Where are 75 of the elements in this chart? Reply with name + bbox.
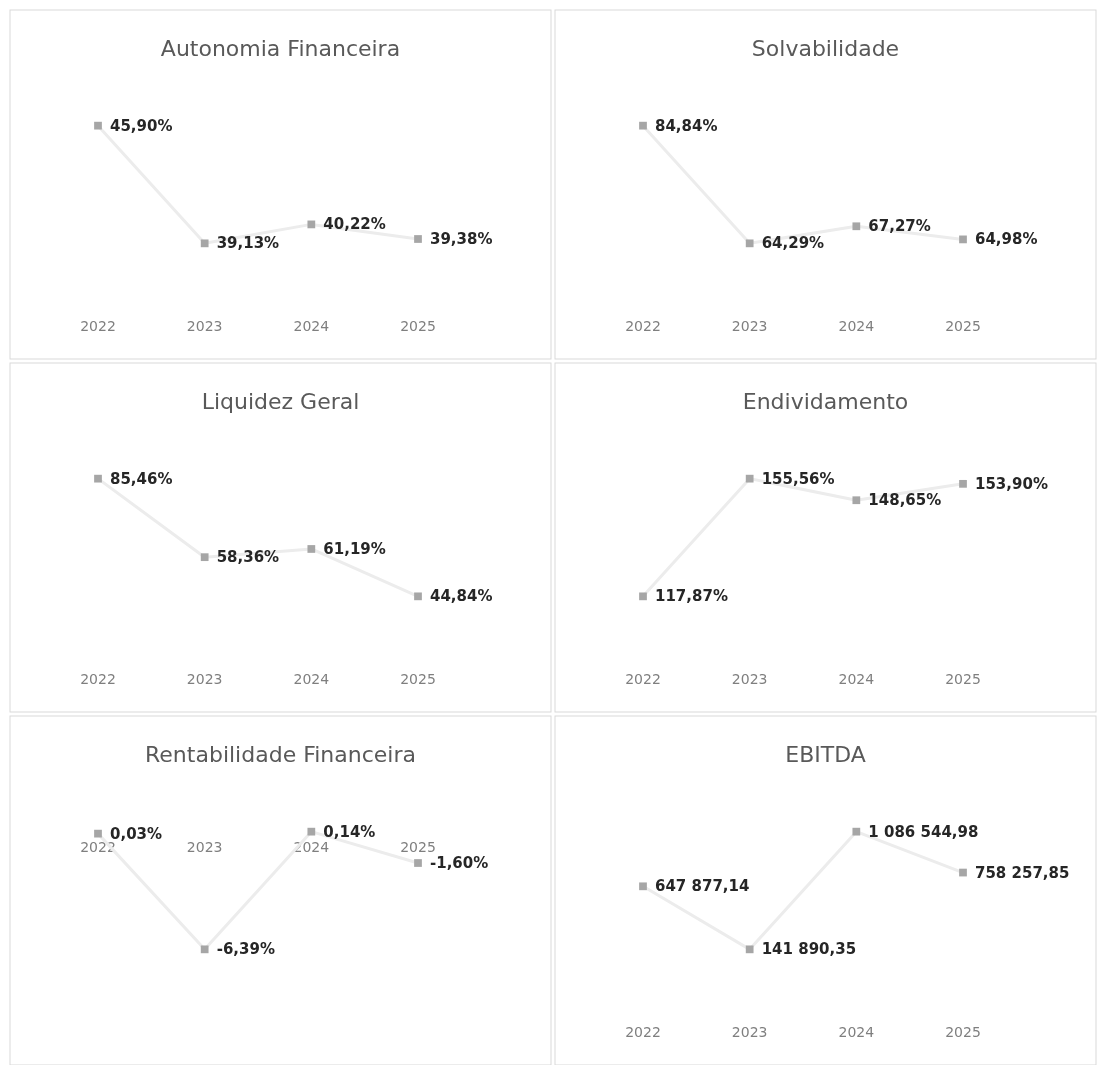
chart-title: Solvabilidade xyxy=(751,36,900,61)
point xyxy=(639,882,647,891)
point xyxy=(745,474,754,483)
x-tick-label: 2025 xyxy=(945,671,981,687)
x-tick-label: 2023 xyxy=(186,671,223,687)
x-tick-label: 2023 xyxy=(731,318,768,334)
point xyxy=(639,592,647,601)
data-label: 647 877,14 xyxy=(655,877,750,896)
point xyxy=(745,945,754,954)
point xyxy=(200,553,209,562)
data-label: 117,87% xyxy=(655,587,728,606)
point xyxy=(959,479,967,488)
point xyxy=(414,859,422,867)
data-label: 67,27% xyxy=(868,217,931,236)
point xyxy=(745,239,754,248)
point xyxy=(414,592,422,601)
x-tick-label: 2024 xyxy=(293,318,330,334)
data-label: 85,46% xyxy=(110,469,173,488)
chart-title: Rentabilidade Financeira xyxy=(145,742,416,767)
data-label: 64,29% xyxy=(761,234,825,253)
data-label: 84,84% xyxy=(655,116,718,135)
data-label: 141 890,35 xyxy=(761,940,857,959)
data-label: 155,56% xyxy=(761,469,835,488)
point xyxy=(852,222,861,231)
point xyxy=(94,121,102,130)
data-label: 39,13% xyxy=(216,234,280,253)
data-label: 40,22% xyxy=(323,215,386,234)
data-label: 44,84% xyxy=(430,587,493,606)
x-tick-label: 2024 xyxy=(838,671,875,687)
x-tick-label: 2022 xyxy=(80,318,116,334)
x-tick-label: 2025 xyxy=(945,318,981,334)
point xyxy=(200,945,209,954)
point xyxy=(94,829,102,838)
chart-title: EBITDA xyxy=(785,742,866,767)
x-tick-label: 2024 xyxy=(293,671,330,687)
point xyxy=(852,827,861,836)
chart-title: Endividamento xyxy=(742,389,909,414)
x-tick-label: 2022 xyxy=(625,671,661,687)
data-label: 45,90% xyxy=(110,116,173,135)
data-label: 148,65% xyxy=(868,491,942,510)
x-tick-label: 2025 xyxy=(945,1024,981,1040)
x-tick-label: 2023 xyxy=(731,1024,768,1040)
x-tick-label: 2022 xyxy=(625,318,661,334)
chart-title: Autonomia Financeira xyxy=(160,36,401,61)
x-tick-label: 2023 xyxy=(186,839,223,856)
point xyxy=(307,220,316,229)
x-tick-label: 2022 xyxy=(80,671,116,687)
point xyxy=(94,474,102,483)
point xyxy=(639,121,647,130)
x-tick-label: 2023 xyxy=(186,318,223,334)
x-tick-label: 2024 xyxy=(838,318,875,334)
point xyxy=(307,545,316,553)
data-label: 758 257,85 xyxy=(975,863,1070,882)
x-tick-label: 2025 xyxy=(400,671,436,687)
data-label: -6,39% xyxy=(216,940,275,959)
point xyxy=(200,239,209,248)
x-tick-label: 2024 xyxy=(838,1024,875,1040)
point xyxy=(959,235,967,244)
x-tick-label: 2025 xyxy=(400,839,436,856)
point xyxy=(307,827,316,836)
data-label: 153,90% xyxy=(975,474,1048,493)
data-label: 58,36% xyxy=(216,548,280,567)
data-label: 1 086 544,98 xyxy=(868,822,979,841)
data-label: 39,38% xyxy=(430,230,493,248)
data-label: 61,19% xyxy=(323,539,386,558)
chart-title: Liquidez Geral xyxy=(201,389,360,414)
data-label: -1,60% xyxy=(430,854,489,873)
x-tick-label: 2022 xyxy=(625,1024,661,1040)
data-label: 0,14% xyxy=(323,822,376,841)
point xyxy=(852,496,861,505)
data-label: 64,98% xyxy=(975,230,1038,249)
point xyxy=(959,868,967,877)
x-tick-label: 2023 xyxy=(731,671,768,687)
x-tick-label: 2025 xyxy=(400,318,436,334)
point xyxy=(414,235,422,243)
